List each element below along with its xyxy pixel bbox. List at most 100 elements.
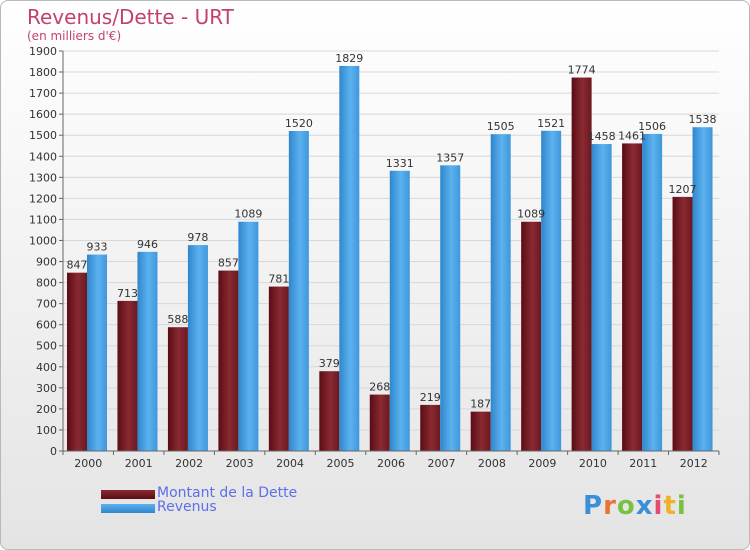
bar-revenus [187, 245, 208, 451]
proxiti-logo: Proxiti [583, 491, 687, 521]
y-tick-label: 1900 [29, 45, 57, 58]
bar-dette [218, 270, 239, 451]
data-label-dette: 1207 [669, 183, 697, 196]
data-label-dette: 219 [420, 391, 441, 404]
bar-revenus [591, 144, 612, 452]
logo-letter: r [603, 491, 617, 521]
data-label-revenus: 933 [87, 241, 108, 254]
data-label-dette: 847 [67, 259, 88, 272]
bar-dette [672, 196, 693, 451]
bar-revenus [238, 221, 259, 451]
bar-dette [369, 394, 390, 451]
bar-dette [67, 272, 87, 451]
data-label-dette: 268 [369, 381, 390, 394]
data-label-revenus: 1506 [638, 120, 666, 133]
logo-letter: o [616, 491, 636, 521]
bar-dette [319, 371, 340, 451]
bar-dette [622, 143, 643, 451]
x-tick-label: 2000 [74, 457, 102, 470]
bar-revenus [137, 251, 158, 451]
data-label-dette: 588 [167, 313, 188, 326]
bar-dette [470, 411, 491, 451]
x-tick-label: 2001 [125, 457, 153, 470]
bar-revenus [642, 133, 663, 451]
chart-subtitle: (en milliers d'€) [27, 29, 122, 43]
bar-dette [117, 300, 138, 451]
bar-dette [521, 221, 542, 451]
data-labels: 847 933 713 946 588 978 857 1089 781 1520 379 1829 2… [67, 52, 717, 411]
data-label-revenus: 1829 [335, 52, 363, 65]
data-label-dette: 1089 [517, 208, 545, 221]
data-label-revenus: 1520 [285, 117, 313, 130]
y-tick-label: 1200 [29, 192, 57, 205]
logo-letter: i [653, 491, 664, 521]
bar-dette [420, 404, 441, 451]
y-tick-label: 0 [50, 445, 57, 458]
legend-swatch-dette [101, 490, 155, 499]
data-label-dette: 187 [470, 398, 491, 411]
data-label-dette: 379 [319, 357, 340, 370]
x-tick-label: 2003 [226, 457, 254, 470]
bar-dette [268, 286, 289, 451]
y-tick-label: 400 [36, 361, 57, 374]
x-tick-label: 2002 [175, 457, 203, 470]
y-tick-label: 600 [36, 319, 57, 332]
y-tick-label: 100 [36, 424, 57, 437]
bar-revenus [288, 131, 309, 451]
data-label-revenus: 1538 [689, 113, 717, 126]
logo-letter: x [635, 491, 654, 521]
y-tick-label: 1700 [29, 87, 57, 100]
x-tick-label: 2005 [327, 457, 355, 470]
logo-letter: P [583, 491, 604, 521]
y-tick-label: 1400 [29, 150, 57, 163]
y-tick-label: 800 [36, 277, 57, 290]
bar-revenus [389, 170, 410, 451]
logo-letter: i [676, 491, 687, 521]
data-label-revenus: 978 [187, 231, 208, 244]
data-label-revenus: 1089 [234, 208, 262, 221]
y-tick-label: 200 [36, 403, 57, 416]
bar-revenus [541, 130, 562, 451]
x-tick-label: 2006 [377, 457, 405, 470]
x-tick-label: 2012 [680, 457, 708, 470]
legend-swatch-revenus [101, 504, 155, 513]
y-tick-label: 1300 [29, 171, 57, 184]
x-tick-label: 2011 [629, 457, 657, 470]
data-label-dette: 781 [268, 273, 289, 286]
y-tick-label: 1600 [29, 108, 57, 121]
bar-revenus [440, 165, 461, 451]
bar-revenus [490, 134, 511, 451]
bar-dette [167, 327, 188, 451]
data-label-revenus: 1505 [487, 120, 515, 133]
x-tick-label: 2009 [528, 457, 556, 470]
data-label-revenus: 946 [137, 238, 158, 251]
data-label-dette: 1774 [568, 64, 596, 77]
logo-letter: t [663, 491, 677, 521]
legend-label-dette: Montant de la Dette [157, 485, 298, 501]
y-tick-label: 500 [36, 340, 57, 353]
data-label-dette: 857 [218, 257, 239, 270]
data-label-revenus: 1357 [436, 151, 464, 164]
data-label-revenus: 1458 [588, 130, 616, 143]
bar-revenus [87, 254, 107, 451]
x-tick-label: 2010 [579, 457, 607, 470]
y-tick-label: 900 [36, 256, 57, 269]
bars [67, 65, 713, 452]
y-tick-label: 1100 [29, 213, 57, 226]
x-tick-label: 2007 [427, 457, 455, 470]
y-tick-label: 1500 [29, 129, 57, 142]
bar-revenus [692, 127, 713, 452]
legend-label-revenus: Revenus [157, 499, 217, 515]
data-label-dette: 713 [117, 287, 138, 300]
bar-dette [571, 77, 592, 452]
data-label-revenus: 1521 [537, 117, 565, 130]
data-label-dette: 1461 [618, 129, 646, 142]
y-tick-label: 700 [36, 298, 57, 311]
bar-revenus [339, 65, 360, 452]
data-label-revenus: 1331 [386, 157, 414, 170]
x-tick-label: 2004 [276, 457, 304, 470]
x-tick-label: 2008 [478, 457, 506, 470]
axes: 0 100 200 300 400 500 600 700 800 900 1000 1100 1200… [29, 45, 720, 470]
